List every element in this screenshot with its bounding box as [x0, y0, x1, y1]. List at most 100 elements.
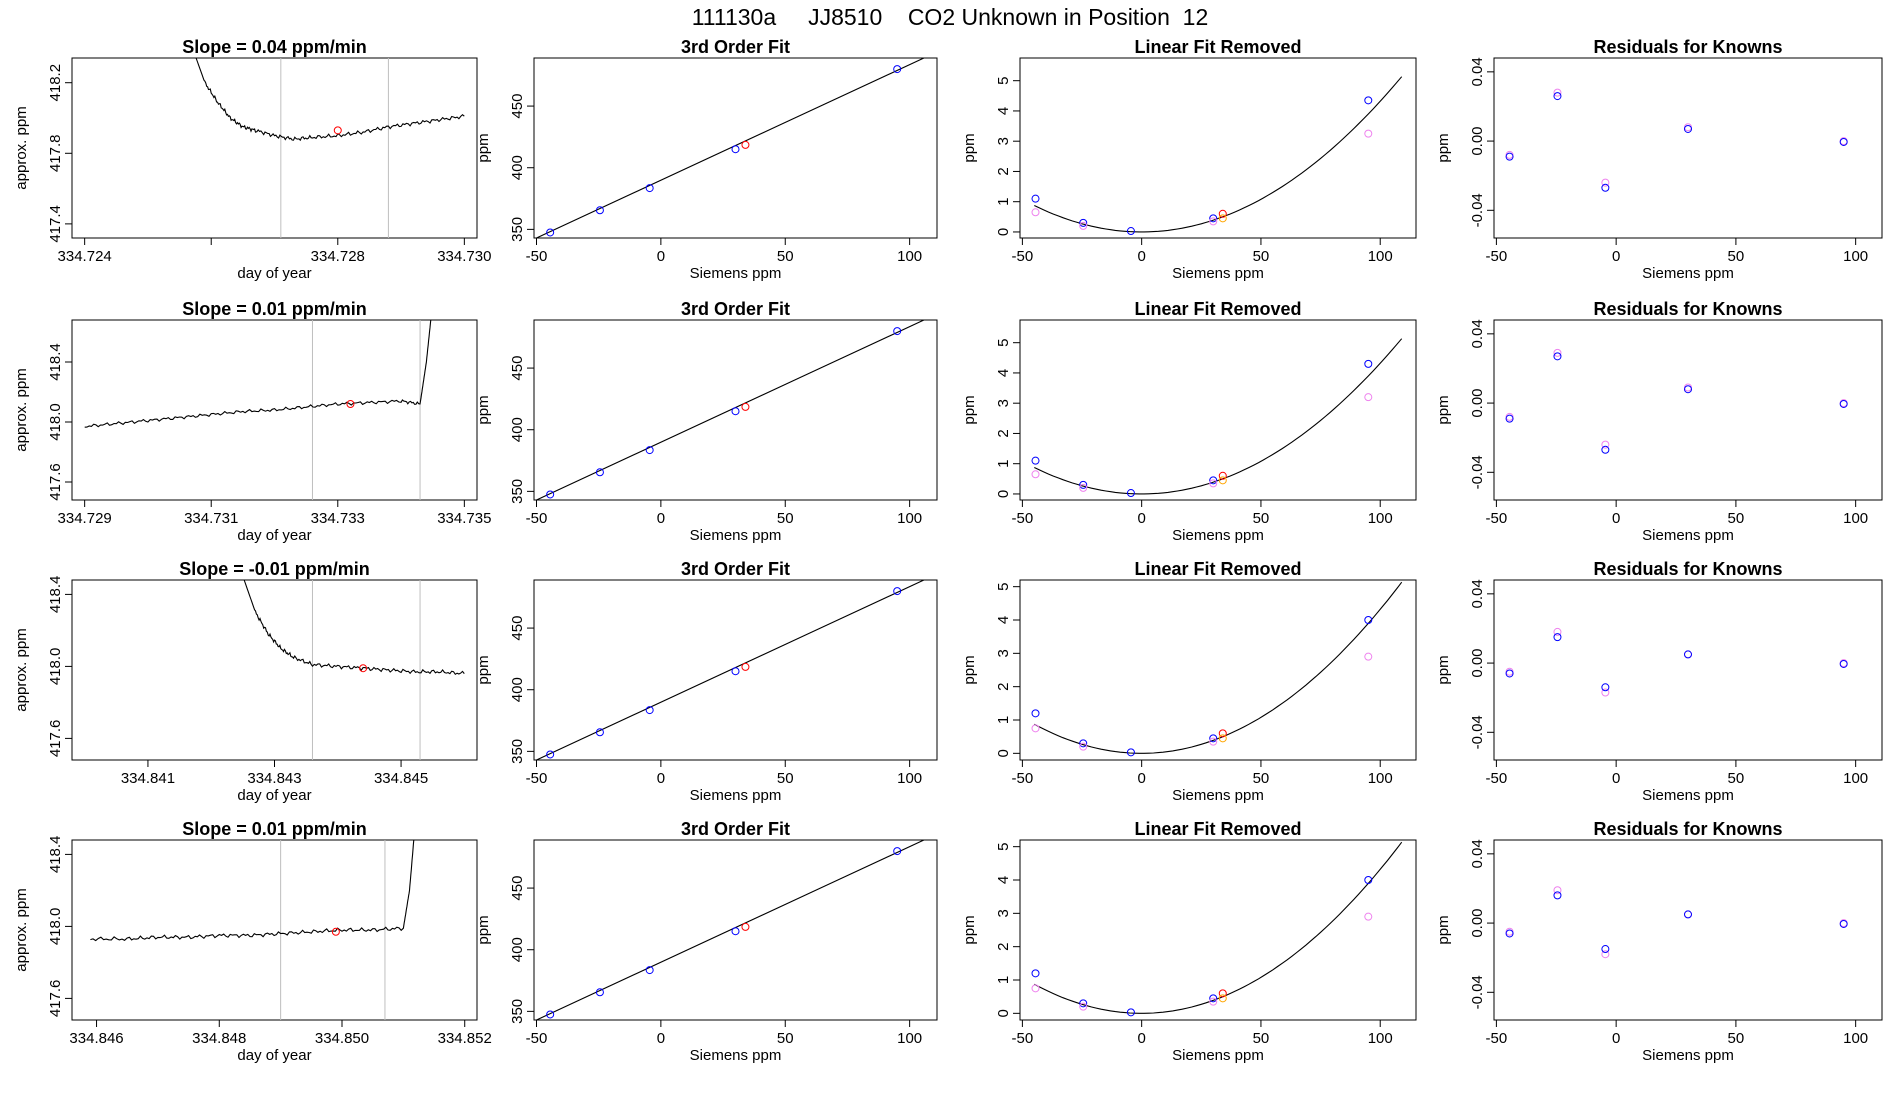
y-tick-label: 5: [995, 582, 1012, 590]
x-tick-label: 334.728: [311, 248, 365, 265]
data-point: [1505, 929, 1514, 938]
x-tick-label: 334.735: [437, 510, 491, 527]
x-tick-label: 0: [657, 510, 665, 527]
y-tick-label: 4: [995, 369, 1012, 377]
fit-curve: [1034, 841, 1403, 1014]
data-point: [1209, 734, 1218, 743]
data-point: [1364, 359, 1373, 368]
panel-r3-trace: Slope = -0.01 ppm/min 334.841 334.843 334.8…: [13, 559, 478, 804]
y-axis-label: approx. ppm: [13, 368, 30, 451]
panel-r2-res: Residuals for Knowns -50 0 50 100 -0.04 0.00 0.…: [1435, 299, 1883, 544]
x-tick-label: 50: [777, 248, 794, 265]
x-tick-label: -50: [526, 510, 548, 527]
x-tick-label: 50: [1728, 770, 1745, 787]
data-point: [595, 468, 604, 477]
unknown-marker: [333, 126, 342, 135]
plot-frame: [1493, 57, 1883, 239]
ppm-trace: [84, 320, 432, 428]
y-tick-label: 4: [995, 107, 1012, 115]
panel-r4-fit: 3rd Order Fit -50 0 50 100 350 400 450 Siemens p…: [475, 819, 938, 1064]
data-point: [1031, 456, 1040, 465]
data-point: [1218, 994, 1227, 1003]
ppm-trace: [243, 580, 465, 676]
plot-frame: [71, 319, 478, 501]
data-point: [893, 847, 902, 856]
data-point: [1079, 480, 1088, 489]
x-tick-label: 334.733: [311, 510, 365, 527]
plot-frame: [1493, 839, 1883, 1021]
plot-frame: [1019, 57, 1417, 239]
x-axis-label: Siemens ppm: [1172, 527, 1264, 544]
y-axis-label: ppm: [475, 133, 492, 162]
x-tick-label: 0: [657, 770, 665, 787]
x-tick-label: -50: [1486, 248, 1508, 265]
x-tick-label: -50: [526, 1030, 548, 1047]
y-tick-label: 418.4: [47, 343, 64, 381]
data-point: [1364, 393, 1373, 402]
data-point: [731, 145, 740, 154]
data-point: [1031, 969, 1040, 978]
data-point: [1505, 927, 1514, 936]
panel-title: Slope = -0.01 ppm/min: [179, 559, 370, 579]
plot-area: [1505, 627, 1848, 697]
data-point: [1126, 227, 1135, 236]
data-point: [1031, 208, 1040, 217]
y-tick-label: 0.00: [1469, 126, 1486, 155]
x-tick-label: 100: [1843, 1030, 1868, 1047]
data-point: [1839, 137, 1848, 146]
data-point: [1684, 124, 1692, 133]
y-tick-label: -0.04: [1469, 455, 1486, 489]
x-axis-label: Siemens ppm: [1642, 1047, 1734, 1064]
plot-frame: [1493, 319, 1883, 501]
y-axis-label: ppm: [961, 915, 978, 944]
y-tick-label: -0.04: [1469, 715, 1486, 749]
data-point: [1218, 989, 1227, 998]
panel-title: Linear Fit Removed: [1134, 559, 1301, 579]
y-tick-label: 3: [995, 399, 1012, 407]
y-tick-label: 400: [509, 155, 526, 180]
y-tick-label: 350: [509, 479, 526, 504]
x-tick-label: -50: [1012, 1030, 1034, 1047]
data-point: [1553, 891, 1562, 900]
data-point: [731, 407, 740, 416]
data-point: [1079, 739, 1088, 748]
data-point: [1209, 997, 1218, 1006]
panel-title: Slope = 0.04 ppm/min: [182, 37, 367, 57]
y-tick-label: 4: [995, 616, 1012, 624]
y-tick-label: 3: [995, 649, 1012, 657]
data-point: [741, 922, 750, 931]
x-axis-label: Siemens ppm: [1172, 265, 1264, 282]
data-point: [546, 228, 555, 237]
y-tick-label: 3: [995, 137, 1012, 145]
x-axis-label: Siemens ppm: [690, 787, 782, 804]
x-tick-label: 100: [897, 770, 922, 787]
y-tick-label: 400: [509, 677, 526, 702]
unknown-marker: [331, 927, 340, 936]
x-axis-label: day of year: [237, 1047, 311, 1064]
data-point: [1079, 742, 1088, 751]
x-tick-label: 0: [1612, 770, 1620, 787]
y-tick-label: 0.04: [1469, 839, 1486, 868]
y-tick-label: 0.04: [1469, 57, 1486, 86]
y-tick-label: 5: [995, 339, 1012, 347]
plot-area: [90, 840, 415, 1020]
data-point: [731, 927, 740, 936]
y-tick-label: 350: [509, 999, 526, 1024]
panel-r3-lin: Linear Fit Removed -50 0 50 100 0 1 2 3 4 5 Siemens…: [961, 559, 1417, 804]
y-tick-label: 417.4: [47, 205, 64, 243]
data-point: [1079, 218, 1088, 227]
data-point: [893, 587, 902, 596]
x-tick-label: 100: [1368, 770, 1393, 787]
data-point: [741, 402, 750, 411]
data-point: [1553, 627, 1562, 636]
unknown-marker: [346, 400, 355, 408]
data-point: [1364, 129, 1373, 138]
y-tick-label: 450: [509, 94, 526, 119]
y-axis-label: ppm: [1435, 133, 1452, 162]
y-tick-label: 350: [509, 739, 526, 764]
data-point: [1218, 471, 1227, 480]
data-point: [1209, 217, 1218, 226]
plot-area: [536, 58, 926, 238]
panel-r1-res: Residuals for Knowns -50 0 50 100 -0.04 0.00 0.…: [1435, 37, 1883, 282]
